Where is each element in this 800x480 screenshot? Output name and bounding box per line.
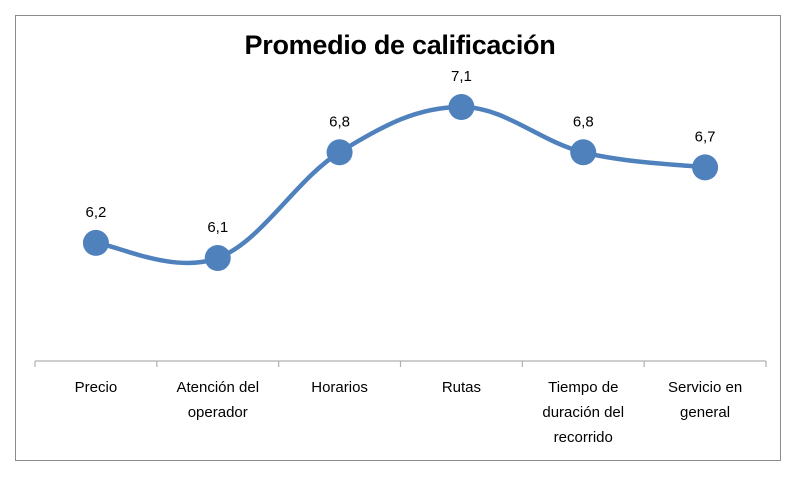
data-label-group: 6,2 6,1 6,8 7,1 6,8 6,7 xyxy=(85,68,715,236)
data-label: 6,8 xyxy=(573,113,594,130)
data-point xyxy=(326,139,353,166)
data-point-group xyxy=(82,94,719,271)
data-label: 7,1 xyxy=(451,68,472,85)
data-point xyxy=(204,245,231,271)
category-label-group: Precio Atención del operador Horarios Rutas T… xyxy=(75,379,743,446)
category-label: Precio xyxy=(75,379,118,396)
data-point xyxy=(448,94,475,120)
category-label: Tiempo de duración del recorrido xyxy=(542,379,624,446)
data-label: 6,7 xyxy=(695,128,716,145)
series-line-group xyxy=(93,104,708,266)
data-point xyxy=(82,229,109,256)
data-point xyxy=(570,139,597,166)
data-label: 6,2 xyxy=(85,204,106,221)
data-point xyxy=(692,154,719,181)
data-label: 6,8 xyxy=(329,113,350,130)
data-label: 6,1 xyxy=(207,219,228,236)
category-label: Servicio en general xyxy=(668,379,742,421)
series-line xyxy=(93,104,708,266)
chart-title: Promedio de calificación xyxy=(244,30,556,60)
category-label: Atención del operador xyxy=(176,379,259,421)
category-label: Rutas xyxy=(442,379,481,396)
x-axis xyxy=(34,360,767,367)
chart-frame xyxy=(15,15,781,461)
category-label: Horarios xyxy=(311,379,368,396)
